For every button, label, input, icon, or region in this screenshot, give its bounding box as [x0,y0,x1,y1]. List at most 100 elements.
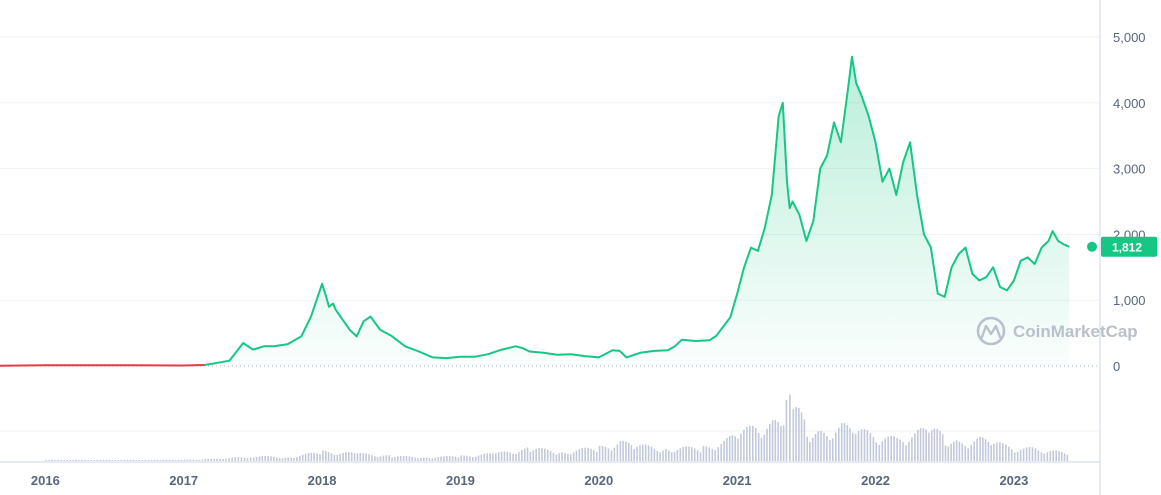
volume-bar [731,435,734,461]
volume-bar [852,432,854,461]
volume-bar [782,425,785,461]
volume-bar [138,460,141,461]
volume-bar [234,457,236,461]
volume-bar [849,428,851,461]
volume-bar [1063,453,1066,461]
volume-bar [752,425,754,461]
volume-bar [693,448,696,461]
volume-bar [237,457,240,461]
volume-bar [1010,449,1013,461]
volume-bar [607,448,610,461]
volume-bar [437,457,439,461]
volume-bar [210,458,212,461]
volume-bars [45,394,1069,461]
volume-bar [917,429,919,461]
volume-bar [135,460,138,461]
volume-bar [826,436,828,461]
volume-bar [281,458,284,461]
volume-bar [740,433,742,461]
volume-bar [391,457,393,461]
volume-bar [789,394,791,461]
volume-bar [477,455,480,461]
volume-bar [66,460,68,461]
volume-bar [174,460,177,461]
volume-bar [225,458,227,461]
volume-bar [162,459,165,461]
volume-bar [578,449,581,461]
volume-bar [60,460,62,461]
volume-bar [330,453,333,461]
volume-bar [469,456,471,461]
y-tick-label: 5,000 [1113,30,1146,45]
volume-bar [653,448,656,461]
volume-bar [820,431,822,461]
volume-bar [884,438,886,461]
y-tick-label: 4,000 [1113,96,1146,111]
volume-bar [526,447,529,461]
volume-bar [798,407,800,461]
volume-bar [857,431,860,461]
volume-bar [333,454,336,461]
volume-bar [153,460,156,461]
volume-bar [114,460,117,461]
current-price-marker: 1,812 [1087,236,1157,257]
volume-bar [319,454,321,461]
volume-bar [108,460,111,461]
volume-bar [679,448,682,461]
volume-bar [699,452,702,461]
volume-bar [627,443,630,461]
volume-bar [322,450,324,461]
volume-bar [757,433,760,461]
volume-bar [795,406,797,461]
volume-bar [561,452,563,461]
y-tick-label: 0 [1113,359,1120,374]
volume-bar [189,459,192,461]
volume-bar [625,441,627,461]
volume-bar [448,456,451,461]
volume-bar [1043,453,1046,461]
volume-bar [872,436,875,461]
volume-bar [411,456,413,461]
volume-bar [255,457,258,461]
volume-bar [1060,452,1063,461]
volume-bar [777,422,779,461]
volume-bar [587,447,589,461]
volume-bar [252,457,255,461]
x-tick-label: 2018 [308,473,337,488]
volume-bar [711,449,714,461]
volume-bar [87,460,90,461]
volume-bar [495,453,497,461]
volume-bar [521,450,523,461]
volume-bar [54,460,56,461]
volume-bar [120,460,123,461]
volume-bar [546,449,549,461]
x-tick-label: 2019 [446,473,475,488]
price-line [204,55,1070,366]
volume-bar [264,455,266,461]
volume-bar [509,452,511,461]
volume-bar [423,457,425,461]
volume-bar [307,453,310,461]
volume-bar [552,452,555,461]
volume-bar [955,440,958,461]
volume-bar [792,409,795,461]
volume-bar [156,460,159,461]
volume-bar [613,447,616,461]
volume-bar [454,456,457,461]
volume-bar [129,460,132,461]
volume-bar [1049,451,1052,461]
volume-bar [899,439,901,461]
volume-bar [425,457,428,461]
volume-bar [535,449,537,461]
volume-bar [397,456,399,461]
volume-bar [866,430,869,461]
volume-bar [1025,447,1028,461]
volume-bar [261,456,264,461]
volume-bar [555,454,558,461]
volume-bar [967,448,969,461]
volume-bar [353,453,356,461]
volume-bar [222,459,224,461]
volume-bar [348,452,350,461]
